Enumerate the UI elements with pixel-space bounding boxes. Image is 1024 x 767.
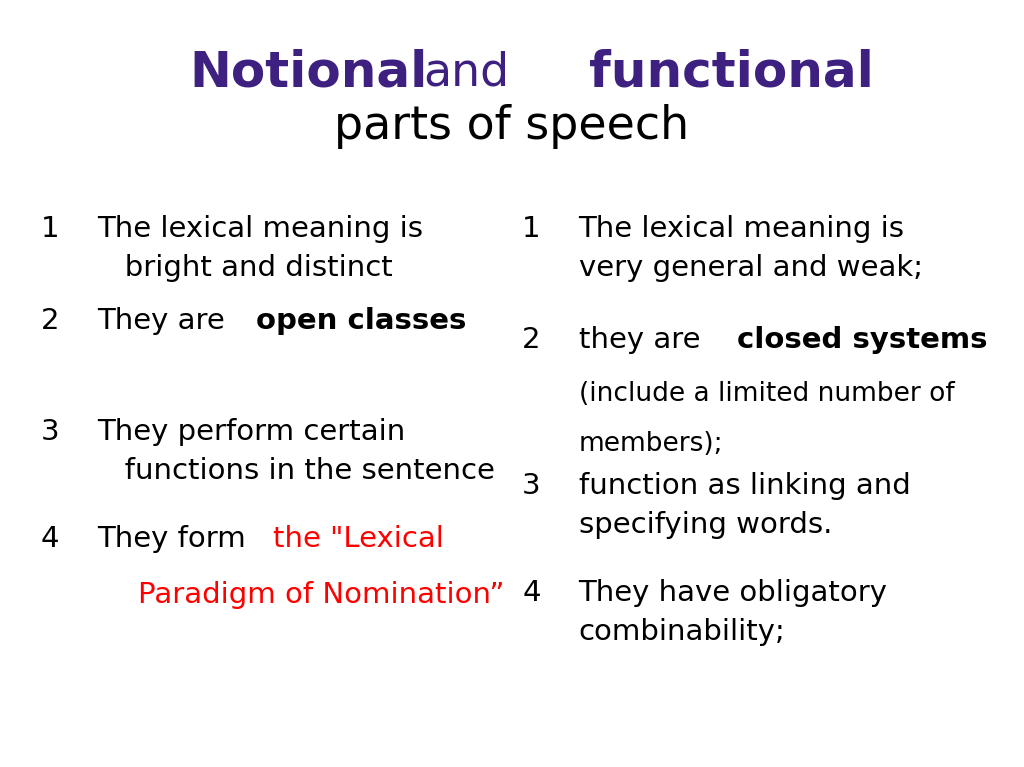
Text: 3: 3 [522,472,541,500]
Text: function as linking and
specifying words.: function as linking and specifying words… [579,472,910,538]
Text: the "Lexical: the "Lexical [273,525,444,554]
Text: They form: They form [97,525,255,554]
Text: Notional: Notional [189,49,428,97]
Text: parts of speech: parts of speech [335,104,689,149]
Text: 1: 1 [522,215,541,243]
Text: 3: 3 [41,418,59,446]
Text: open classes: open classes [256,307,466,335]
Text: Paradigm of Nomination”: Paradigm of Nomination” [138,581,505,609]
Text: They perform certain
   functions in the sentence: They perform certain functions in the se… [97,418,496,485]
Text: The lexical meaning is
very general and weak;: The lexical meaning is very general and … [579,215,923,281]
Text: 4: 4 [522,579,541,607]
Text: 2: 2 [41,307,59,335]
Text: 2: 2 [522,326,541,354]
Text: (include a limited number of: (include a limited number of [579,381,954,407]
Text: They are: They are [97,307,234,335]
Text: 4: 4 [41,525,59,554]
Text: they are: they are [579,326,710,354]
Text: They have obligatory
combinability;: They have obligatory combinability; [579,579,888,646]
Text: The lexical meaning is
   bright and distinct: The lexical meaning is bright and distin… [97,215,423,281]
Text: closed systems: closed systems [737,326,988,354]
Text: members);: members); [579,431,723,457]
Text: functional: functional [589,49,873,97]
Text: 1: 1 [41,215,59,243]
Text: and: and [423,51,509,95]
